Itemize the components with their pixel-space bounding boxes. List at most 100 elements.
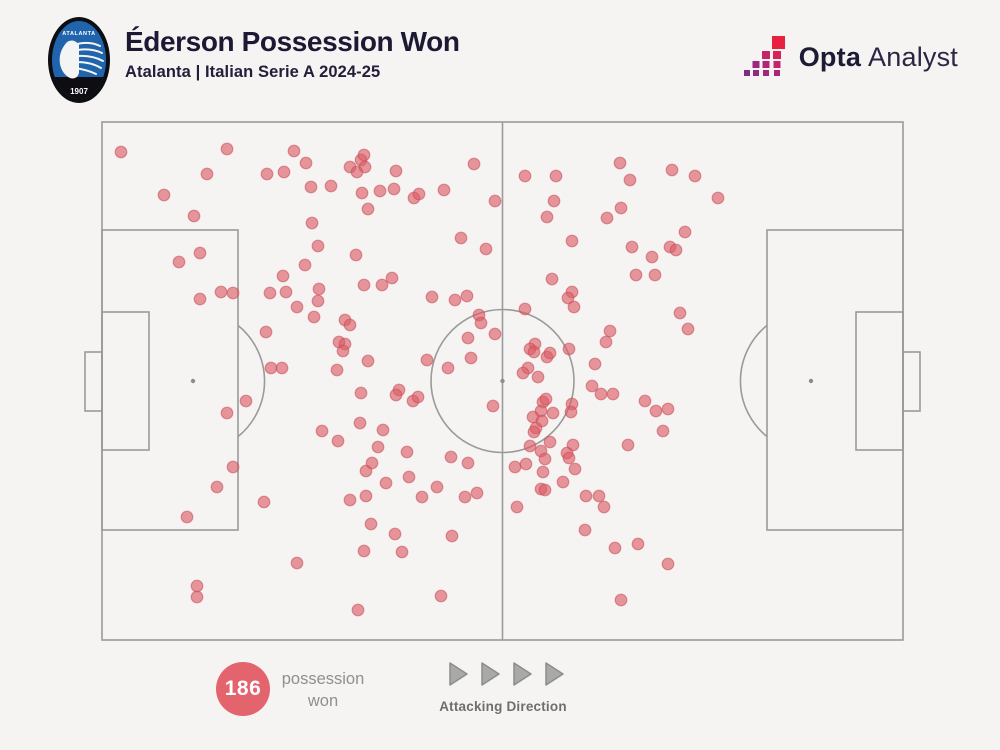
page-subtitle: Atalanta | Italian Serie A 2024-25 [125,62,381,81]
possession-dot [200,167,214,181]
possession-dot [629,268,643,282]
possession-dot [488,327,502,341]
possession-dot [638,394,652,408]
possession-dot [631,537,645,551]
possession-dot [673,306,687,320]
attacking-arrow-icon [481,662,500,686]
possession-dot [172,255,186,269]
possession-dot [257,495,271,509]
possession-dot [516,366,530,380]
possession-dot [562,342,576,356]
possession-dot [545,272,559,286]
opta-mark-icon [743,36,785,76]
possession-dot [358,160,372,174]
possession-dot [508,460,522,474]
possession-dot [277,165,291,179]
brand-wordmark: Opta Analyst [799,42,958,73]
right-goal [902,351,921,412]
possession-dot [412,187,426,201]
possession-dot [336,344,350,358]
possession-dot [311,239,325,253]
possession-dot [527,425,541,439]
possession-count-badge: 186 [216,662,270,716]
attacking-direction-arrows [448,661,565,687]
possession-dot [434,589,448,603]
possession-dot [538,483,552,497]
possession-dot [613,156,627,170]
possession-dot [527,345,541,359]
possession-dot [298,258,312,272]
possession-dot [645,250,659,264]
possession-dot [540,210,554,224]
possession-dot [594,387,608,401]
possession-dot [606,387,620,401]
possession-dot [547,194,561,208]
possession-dot [464,351,478,365]
possession-dot [312,282,326,296]
possession-dot [538,452,552,466]
possession-count-value: 186 [224,677,262,700]
possession-dot [279,285,293,299]
possession-dot [287,144,301,158]
possession-dot [187,209,201,223]
possession-dot [437,183,451,197]
possession-dot [445,529,459,543]
possession-dot [395,545,409,559]
possession-dot [411,390,425,404]
possession-dot [373,184,387,198]
possession-dot [539,392,553,406]
possession-dot [157,188,171,202]
atalanta-club-badge: 1907 ATALANTA [48,17,110,103]
brand-name-bold: Opta [798,41,862,72]
possession-dot [474,316,488,330]
possession-dot [656,424,670,438]
possession-dot [343,318,357,332]
left-six-yard-box [101,311,150,451]
brand-name-light: Analyst [868,41,958,72]
left-penalty-arc [237,324,266,438]
possession-dot [592,489,606,503]
badge-arc-label: ATALANTA [62,31,96,37]
possession-dot [389,164,403,178]
possession-dot [567,300,581,314]
possession-dot [579,489,593,503]
left-goal [84,351,103,412]
possession-dot [518,302,532,316]
possession-dot [597,500,611,514]
badge-black-band [52,77,106,99]
possession-dot [536,465,550,479]
possession-dots [114,142,725,617]
possession-dot [351,603,365,617]
badge-profile-face [59,40,79,79]
possession-dot [648,268,662,282]
possession-dot [461,331,475,345]
right-penalty-arc [739,324,768,438]
possession-dot [353,416,367,430]
possession-dot [625,240,639,254]
possession-dot [290,300,304,314]
possession-dot [190,579,204,593]
possession-dot [479,242,493,256]
possession-dot [210,480,224,494]
possession-dot [357,148,371,162]
possession-dot [614,201,628,215]
possession-dot [400,445,414,459]
possession-dot [330,363,344,377]
possession-dot [608,541,622,555]
possession-dot [331,434,345,448]
header: 1907 ATALANTA Éderson Possession Won Ata… [0,0,1000,112]
possession-dot [357,544,371,558]
possession-dot [681,322,695,336]
possession-dot [599,335,613,349]
possession-dot [600,211,614,225]
possession-dot [470,486,484,500]
possession-dot [304,180,318,194]
possession-dot [376,423,390,437]
possession-dot [523,439,537,453]
centre-circle [430,308,575,454]
attacking-arrow-icon [449,662,468,686]
possession-dot [486,399,500,413]
possession-dot [549,169,563,183]
possession-dot [461,456,475,470]
